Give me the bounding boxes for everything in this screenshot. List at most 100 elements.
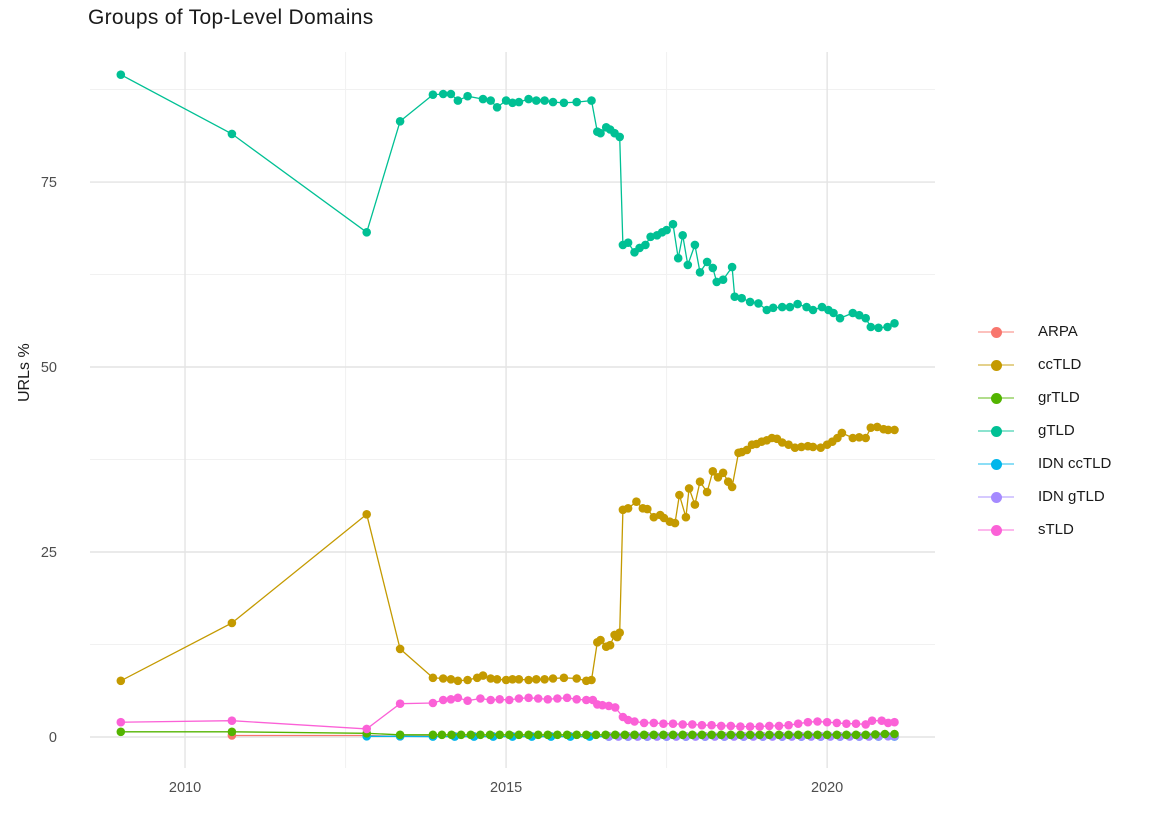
data-point-gTLD: [835, 313, 845, 323]
data-point-sTLD: [543, 695, 553, 704]
data-point-grTLD: [543, 730, 553, 740]
data-point-ccTLD: [362, 510, 372, 519]
legend-item-ccTLD: ccTLD: [978, 348, 1111, 381]
data-point-gTLD: [745, 297, 755, 307]
data-point-sTLD: [630, 717, 639, 726]
legend-label: gTLD: [1038, 422, 1075, 439]
data-point-gTLD: [793, 299, 802, 309]
legend-item-IDN-ccTLD: IDN ccTLD: [978, 447, 1111, 480]
data-point-ccTLD: [446, 675, 456, 684]
data-point-sTLD: [446, 695, 456, 704]
data-point-sTLD: [553, 694, 562, 703]
data-point-gTLD: [854, 310, 864, 320]
data-point-sTLD: [883, 718, 893, 728]
data-point-grTLD: [447, 730, 456, 740]
data-point-sTLD: [822, 717, 832, 727]
data-point-ccTLD: [492, 675, 502, 684]
data-point-ccTLD: [615, 628, 624, 637]
data-point-gTLD: [883, 322, 892, 332]
data-point-sTLD: [505, 695, 514, 705]
data-point-grTLD: [562, 730, 572, 740]
chart-title: Groups of Top-Level Domains: [88, 6, 374, 29]
legend-key-dot: [991, 425, 1002, 437]
data-point-ccTLD: [395, 644, 405, 654]
data-point-grTLD: [620, 730, 630, 740]
data-point-grTLD: [871, 730, 880, 739]
data-point-grTLD: [851, 730, 861, 740]
data-point-gTLD: [662, 225, 671, 235]
data-point-sTLD: [649, 718, 659, 728]
data-point-sTLD: [598, 700, 607, 710]
data-point-sTLD: [463, 696, 472, 705]
data-point-gTLD: [438, 89, 448, 99]
data-point-sTLD: [428, 698, 438, 708]
x-axis-tick-label: 2020: [811, 780, 843, 796]
legend-label: ARPA: [1038, 323, 1078, 340]
data-point-grTLD: [755, 730, 764, 740]
data-point-ccTLD: [514, 675, 524, 684]
data-point-gTLD: [596, 128, 605, 138]
legend-key-icon: [978, 326, 1014, 338]
data-point-grTLD: [582, 730, 591, 740]
data-point-grTLD: [736, 730, 745, 740]
data-point-grTLD: [842, 730, 851, 740]
data-point-sTLD: [395, 699, 405, 708]
data-point-grTLD: [572, 730, 581, 740]
data-point-ccTLD: [643, 504, 652, 514]
data-point-grTLD: [880, 729, 890, 739]
data-point-grTLD: [649, 730, 659, 740]
data-point-ccTLD: [675, 490, 684, 500]
data-point-gTLD: [548, 97, 558, 107]
data-point-ccTLD: [866, 423, 876, 433]
y-axis-tick-label: 0: [49, 730, 57, 746]
data-point-grTLD: [533, 730, 543, 740]
data-point-gTLD: [524, 94, 533, 104]
data-point-gTLD: [641, 240, 650, 250]
data-point-grTLD: [395, 730, 405, 740]
data-point-ccTLD: [227, 618, 237, 628]
data-point-grTLD: [610, 730, 620, 740]
data-point-grTLD: [697, 730, 707, 740]
legend-key-icon: [978, 491, 1014, 503]
data-point-sTLD: [793, 719, 803, 728]
data-point-ccTLD: [501, 675, 511, 685]
data-point-sTLD: [524, 693, 533, 703]
data-point-sTLD: [438, 695, 448, 705]
series-line-gTLD: [120, 74, 895, 329]
data-point-ccTLD: [428, 673, 438, 683]
data-point-grTLD: [745, 730, 755, 740]
data-point-gTLD: [227, 129, 237, 139]
data-point-sTLD: [867, 716, 877, 725]
data-point-grTLD: [630, 730, 639, 740]
data-point-grTLD: [505, 730, 514, 740]
data-point-grTLD: [726, 730, 736, 740]
data-point-ccTLD: [890, 425, 899, 435]
data-point-sTLD: [736, 722, 745, 731]
data-point-gTLD: [890, 319, 899, 328]
data-point-gTLD: [572, 97, 581, 107]
data-point-sTLD: [755, 722, 764, 731]
data-point-ccTLD: [681, 512, 691, 522]
data-point-gTLD: [683, 260, 693, 270]
data-point-sTLD: [582, 695, 591, 705]
data-point-sTLD: [514, 694, 524, 703]
data-point-gTLD: [702, 257, 712, 267]
legend-key-dot: [991, 524, 1002, 536]
data-point-sTLD: [639, 718, 649, 728]
legend-item-IDN-gTLD: IDN gTLD: [978, 480, 1111, 513]
data-point-sTLD: [476, 694, 485, 703]
data-point-sTLD: [668, 719, 678, 728]
legend-key-icon: [978, 524, 1014, 536]
data-point-gTLD: [668, 219, 678, 229]
data-point-sTLD: [572, 695, 581, 704]
data-point-grTLD: [437, 730, 447, 740]
data-point-sTLD: [803, 717, 813, 727]
data-point-gTLD: [532, 96, 541, 105]
data-point-gTLD: [695, 268, 705, 277]
legend-key-icon: [978, 359, 1014, 371]
data-point-gTLD: [754, 299, 763, 308]
data-point-gTLD: [587, 96, 596, 105]
data-point-sTLD: [688, 720, 697, 729]
data-point-ccTLD: [718, 468, 728, 478]
legend-key-dot: [991, 458, 1002, 470]
